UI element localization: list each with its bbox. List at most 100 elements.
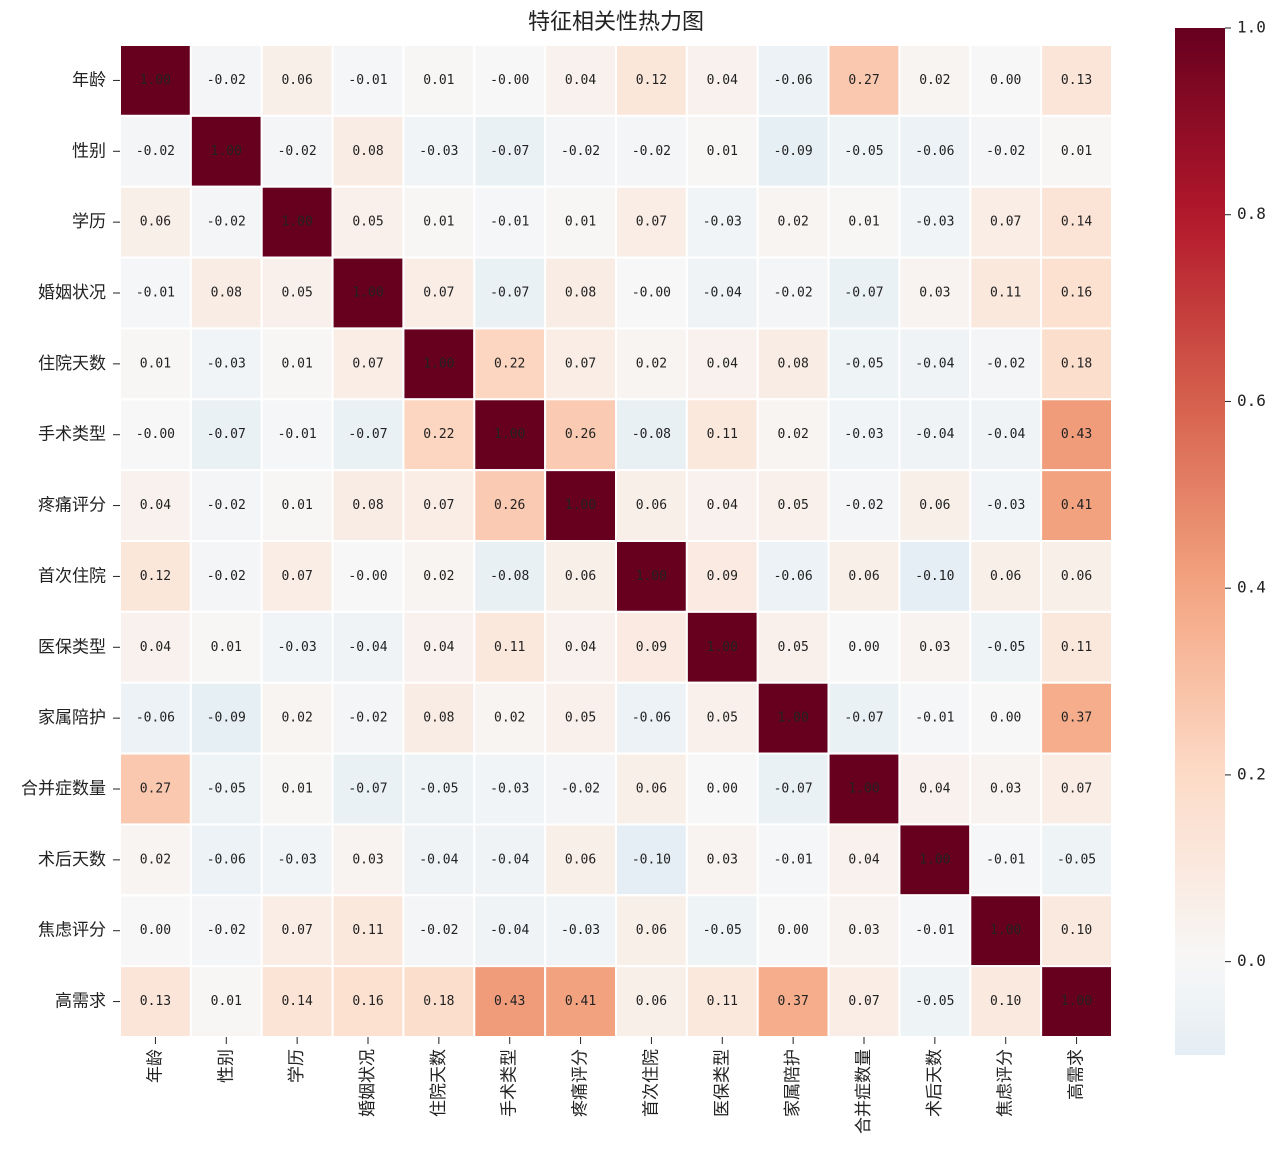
cell-label: -0.06 [632, 711, 671, 726]
cell-label: 0.09 [636, 640, 667, 655]
cell-label: 0.00 [848, 640, 879, 655]
cell-label: -0.02 [419, 923, 458, 938]
cell-label: -0.03 [490, 782, 529, 797]
x-tick-label: 首次住院 [641, 1049, 661, 1117]
cell-label: -0.00 [632, 286, 671, 301]
heatmap-cell [827, 256, 901, 330]
heatmap-cell [969, 469, 1043, 542]
cell-label: -0.02 [561, 144, 600, 159]
heatmap-cell [827, 398, 901, 472]
heatmap-cell [544, 469, 618, 542]
cell-label: -0.00 [136, 427, 175, 442]
cell-label: 0.08 [352, 498, 383, 513]
cell-label: 0.07 [565, 356, 596, 371]
heatmap-cell [1040, 256, 1113, 330]
cell-label: 0.06 [848, 569, 879, 584]
y-tick-label: 家属陪护 [38, 708, 106, 728]
heatmap-cell [1040, 823, 1113, 897]
cell-label: -0.03 [278, 640, 317, 655]
cell-label: 0.08 [565, 286, 596, 301]
y-tick-label: 学历 [72, 212, 106, 232]
x-tick-label: 医保类型 [712, 1049, 732, 1117]
cell-label: 0.11 [707, 994, 738, 1009]
cell-label: 0.11 [1061, 640, 1092, 655]
cell-label: -0.10 [915, 569, 954, 584]
heatmap-cell [1040, 44, 1113, 117]
cell-label: -0.06 [136, 711, 175, 726]
y-tick-label: 婚姻状况 [38, 283, 106, 303]
heatmap-cell [615, 114, 688, 188]
heatmap-cell [898, 965, 972, 1039]
x-tick-label: 高需求 [1067, 1049, 1087, 1100]
heatmap-cell [260, 610, 334, 684]
cell-label: -0.01 [278, 427, 317, 442]
heatmap-cell [119, 823, 192, 897]
heatmap-cell [969, 681, 1043, 755]
y-tick-label: 性别 [72, 141, 106, 161]
cell-label: -0.01 [490, 215, 529, 230]
cell-label: 0.04 [707, 73, 738, 88]
cell-label: -0.00 [348, 569, 387, 584]
cell-label: 0.01 [281, 782, 312, 797]
heatmap-cell [544, 398, 618, 472]
heatmap-cell [969, 894, 1043, 968]
cell-label: -0.04 [348, 640, 387, 655]
cell-label: 0.03 [919, 286, 950, 301]
cell-label: 0.05 [777, 498, 808, 513]
heatmap-cell [544, 752, 618, 826]
colorbar-tick-label: 0.0 [1237, 951, 1266, 970]
cell-label: -0.03 [844, 427, 883, 442]
cell-label: 0.01 [423, 73, 454, 88]
cell-label: -0.01 [986, 852, 1025, 867]
cell-label: -0.10 [632, 852, 671, 867]
cell-label: -0.07 [348, 427, 387, 442]
cell-label: -0.07 [207, 427, 246, 442]
cell-label: 0.05 [352, 215, 383, 230]
heatmap-cell [260, 469, 334, 542]
cell-label: 0.37 [777, 994, 808, 1009]
heatmap-cell [898, 823, 972, 897]
heatmap-cell [685, 540, 759, 613]
cell-label: -0.04 [915, 356, 954, 371]
heatmap-cell [544, 965, 618, 1039]
cell-label: 0.06 [636, 923, 667, 938]
x-tick-label: 术后天数 [925, 1049, 945, 1117]
heatmap-cell [969, 114, 1043, 188]
cell-label: 0.26 [494, 498, 525, 513]
y-tick-label: 住院天数 [38, 354, 106, 374]
cell-label: 0.07 [1061, 782, 1092, 797]
cell-label: -0.02 [207, 569, 246, 584]
y-tick-label: 手术类型 [38, 425, 106, 445]
heatmap-cell [331, 469, 405, 542]
cell-label: 0.41 [565, 994, 596, 1009]
cell-label: 0.12 [140, 569, 171, 584]
cell-label: 0.07 [636, 215, 667, 230]
cell-label: 0.26 [565, 427, 596, 442]
cell-label: -0.09 [207, 711, 246, 726]
x-tick-label: 疼痛评分 [571, 1049, 591, 1117]
cell-label: 0.06 [281, 73, 312, 88]
heatmap-cell [473, 681, 547, 755]
y-tick-label: 焦虑评分 [38, 921, 106, 941]
heatmap-cell [615, 681, 688, 755]
cell-label: 0.01 [565, 215, 596, 230]
cell-label: -0.02 [278, 144, 317, 159]
cell-label: 0.16 [352, 994, 383, 1009]
heatmap-cell [685, 398, 759, 472]
heatmap-cell [898, 327, 972, 401]
cell-label: -0.08 [632, 427, 671, 442]
cell-label: 0.03 [919, 640, 950, 655]
cell-label: -0.04 [986, 427, 1025, 442]
cell-label: 0.16 [1061, 286, 1092, 301]
cell-label: 0.00 [777, 923, 808, 938]
cell-label: 0.04 [848, 852, 879, 867]
cell-label: 0.11 [707, 427, 738, 442]
cell-label: -0.02 [632, 144, 671, 159]
heatmap-cell [260, 185, 334, 259]
heatmap-cell [402, 256, 476, 330]
colorbar-tick-label: 0.6 [1237, 391, 1266, 410]
cell-label: 0.10 [1061, 923, 1092, 938]
cell-label: 1.00 [423, 356, 454, 371]
heatmap-cell [544, 256, 618, 330]
